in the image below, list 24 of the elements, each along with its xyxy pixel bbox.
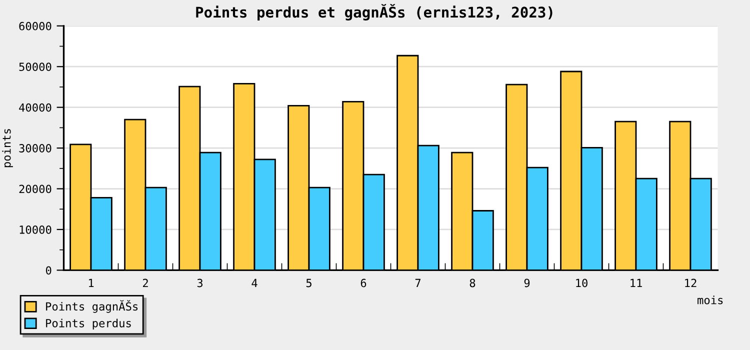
y-tick-label: 30000 [19,144,52,152]
y-tick-label: 0 [46,266,52,275]
x-tick-label: 3 [197,278,203,288]
x-tick-label: 1 [88,278,94,288]
x-axis-title: mois [698,296,723,304]
chart-title: Points perdus et gagnĂŠs (ernis123, 2023) [196,4,552,21]
x-tick-label: 4 [252,278,258,288]
x-tick-label: 10 [576,278,588,288]
x-tick-label: 12 [685,278,696,288]
x-tick-label: 11 [630,278,642,288]
x-tick-label: 7 [415,278,421,288]
y-tick-label: 60000 [19,22,52,30]
y-tick-label: 50000 [19,62,52,72]
legend-label: Points perdus [46,318,131,330]
x-tick-label: 5 [306,278,312,288]
y-tick-label: 20000 [19,184,52,194]
x-tick-label: 8 [470,278,476,288]
legend-label: Points gagnĂŠs [46,300,138,313]
x-tick-label: 9 [524,278,530,288]
y-tick-label: 40000 [19,103,52,112]
y-tick-label: 10000 [20,225,52,234]
y-axis-title: points [2,129,13,168]
x-tick-label: 2 [142,278,148,288]
x-tick-label: 6 [360,278,366,288]
